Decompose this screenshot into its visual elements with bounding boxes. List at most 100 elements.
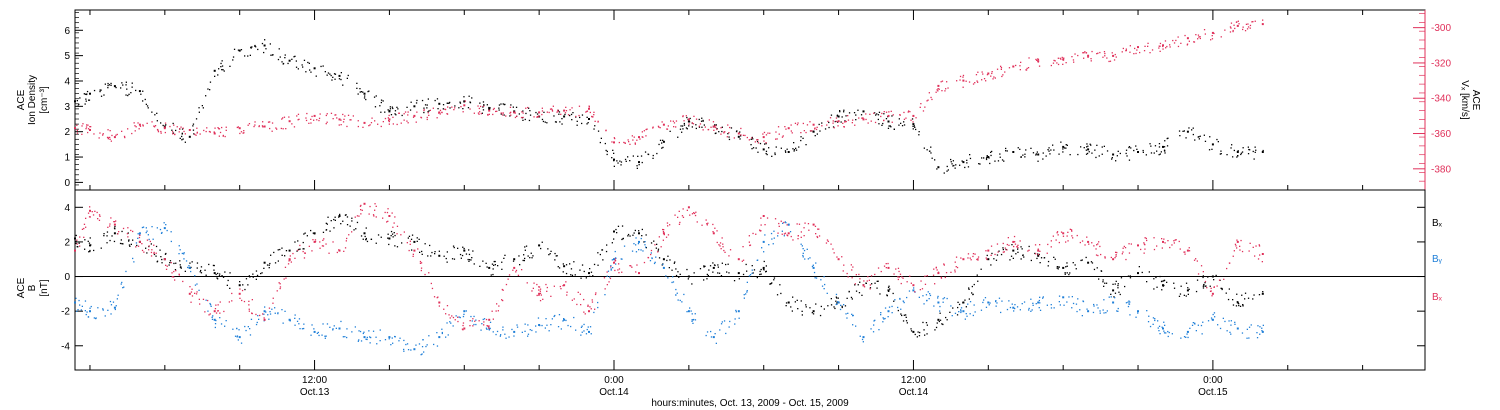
- sample-dot: [672, 281, 675, 283]
- sample-dot: [501, 288, 503, 291]
- sample-dot: [250, 46, 252, 48]
- sample-dot: [375, 216, 377, 218]
- y-tick-label: 5: [64, 51, 70, 62]
- sample-dot: [1010, 255, 1013, 257]
- sample-dot: [801, 314, 803, 316]
- sample-dot: [693, 115, 695, 117]
- sample-dot: [109, 223, 111, 225]
- sample-dot: [544, 327, 546, 329]
- sample-dot: [1249, 27, 1251, 29]
- sample-dot: [191, 295, 194, 297]
- sample-dot: [792, 296, 794, 298]
- sample-dot: [86, 90, 89, 93]
- sample-dot: [757, 151, 759, 153]
- sample-dot: [985, 80, 987, 82]
- sample-dot: [874, 319, 876, 321]
- sample-dot: [865, 118, 867, 121]
- sample-dot: [842, 270, 844, 272]
- sample-dot: [122, 287, 124, 289]
- sample-dot: [777, 232, 779, 234]
- sample-dot: [717, 272, 719, 274]
- sample-dot: [171, 272, 173, 274]
- sample-dot: [536, 294, 538, 297]
- x-tick-label-date: Oct.15: [1198, 387, 1228, 398]
- sample-dot: [454, 107, 456, 109]
- sample-dot: [374, 209, 376, 211]
- sample-dot: [1028, 245, 1030, 248]
- sample-dot: [1167, 330, 1169, 333]
- sample-dot: [671, 269, 673, 271]
- sample-dot: [263, 267, 265, 269]
- sample-dot: [1156, 286, 1158, 288]
- sample-dot: [138, 236, 141, 239]
- sample-dot: [494, 260, 496, 263]
- sample-dot: [589, 275, 591, 277]
- sample-dot: [836, 297, 838, 299]
- sample-dot: [990, 245, 993, 247]
- sample-dot: [972, 255, 974, 258]
- sample-dot: [645, 247, 647, 249]
- sample-dot: [359, 330, 362, 333]
- sample-dot: [1094, 149, 1096, 151]
- sample-dot: [658, 143, 660, 146]
- sample-dot: [483, 321, 485, 323]
- sample-dot: [243, 300, 246, 303]
- sample-dot: [740, 127, 742, 130]
- data-point: [1186, 289, 1189, 292]
- b-axis-label-line2: B: [27, 284, 38, 291]
- sample-dot: [79, 236, 81, 238]
- sample-dot: [865, 282, 867, 284]
- sample-dot: [909, 111, 911, 113]
- sample-dot: [791, 132, 793, 134]
- sample-dot: [1180, 42, 1182, 44]
- sample-dot: [87, 124, 89, 126]
- sample-dot: [993, 76, 995, 78]
- sample-dot: [522, 259, 524, 262]
- sample-dot: [751, 148, 753, 150]
- sample-dot: [898, 124, 900, 126]
- sample-dot: [1054, 60, 1056, 62]
- sample-dot: [1077, 298, 1079, 300]
- sample-dot: [825, 242, 828, 244]
- sample-dot: [1130, 147, 1132, 149]
- sample-dot: [1236, 247, 1238, 249]
- sample-dot: [1086, 143, 1088, 145]
- sample-dot: [624, 158, 627, 161]
- data-point: [762, 215, 765, 217]
- sample-dot: [524, 246, 526, 248]
- sample-dot: [527, 335, 529, 337]
- sample-dot: [1178, 295, 1181, 297]
- sample-dot: [1097, 307, 1099, 309]
- data-point: [89, 92, 91, 95]
- sample-dot: [655, 247, 657, 249]
- sample-dot: [883, 265, 886, 267]
- sample-dot: [1000, 65, 1002, 67]
- sample-dot: [538, 115, 540, 117]
- sample-dot: [1068, 296, 1070, 298]
- sample-dot: [132, 239, 134, 241]
- sample-dot: [1104, 256, 1106, 258]
- sample-dot: [1013, 245, 1015, 248]
- sample-dot: [691, 213, 694, 215]
- sample-dot: [542, 298, 544, 300]
- sample-dot: [89, 206, 91, 208]
- data-point: [513, 111, 516, 114]
- sample-dot: [332, 328, 334, 330]
- sample-dot: [356, 215, 359, 217]
- sample-dot: [640, 155, 643, 157]
- sample-dot: [735, 309, 737, 312]
- sample-dot: [969, 301, 972, 303]
- sample-dot: [1150, 152, 1153, 154]
- sample-dot: [773, 230, 775, 232]
- sample-dot: [1252, 150, 1254, 153]
- sample-dot: [115, 86, 117, 89]
- sample-dot: [460, 106, 462, 108]
- sample-dot: [1049, 153, 1051, 155]
- sample-dot: [745, 293, 747, 295]
- sample-dot: [524, 118, 526, 121]
- sample-dot: [880, 115, 882, 118]
- sample-dot: [1067, 240, 1069, 242]
- sample-dot: [1165, 47, 1167, 49]
- sample-dot: [847, 276, 849, 278]
- sample-dot: [1234, 27, 1236, 30]
